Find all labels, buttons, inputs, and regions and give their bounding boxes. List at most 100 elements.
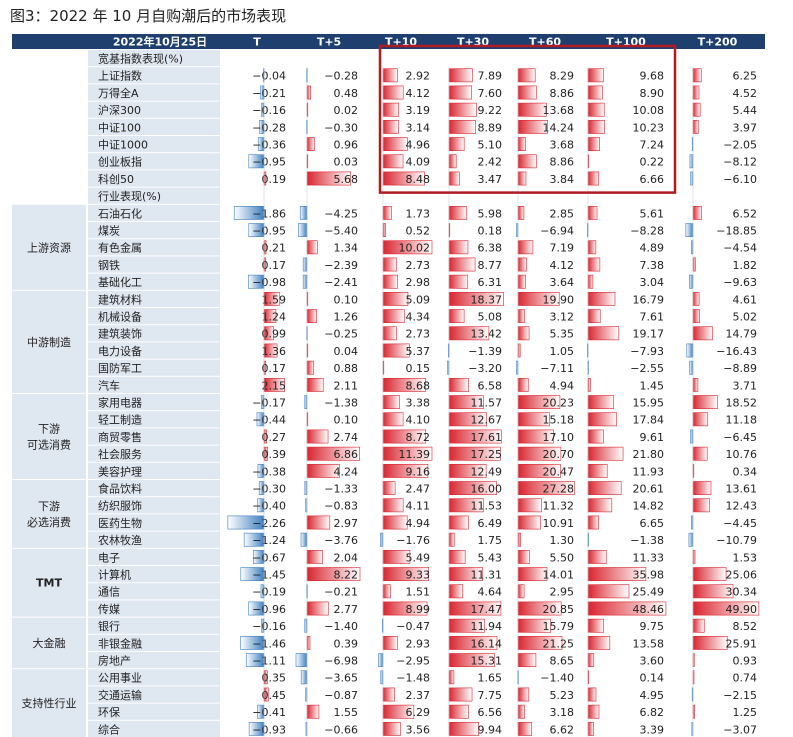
data-value: −0.30 [324, 121, 358, 134]
data-bar [692, 102, 701, 117]
data-bar [448, 721, 479, 736]
data-value: 16.14 [471, 637, 503, 650]
data-bar [306, 515, 331, 530]
data-value: 49.90 [726, 603, 758, 616]
data-value: 2.93 [406, 637, 431, 650]
data-value: 9.16 [406, 465, 431, 478]
data-value: 8.77 [478, 259, 503, 272]
data-value: 0.17 [262, 362, 287, 375]
data-bar [692, 395, 718, 409]
data-value: −4.54 [723, 242, 757, 255]
data-bar [692, 257, 696, 272]
row-label: 环保 [98, 705, 120, 719]
data-value: 3.64 [550, 276, 575, 289]
data-value: −8.89 [723, 362, 757, 375]
data-value: 17.25 [471, 448, 503, 461]
data-value: 13.68 [543, 104, 575, 117]
data-value: 4.10 [406, 414, 431, 427]
data-value: 7.60 [478, 87, 503, 100]
data-value: 6.38 [478, 242, 503, 255]
data-value: 10.91 [543, 517, 575, 530]
data-value: 6.66 [640, 173, 665, 186]
row-label-bg [88, 325, 220, 342]
row-label-bg [88, 290, 220, 307]
data-value: −2.41 [324, 276, 358, 289]
data-bar [306, 549, 323, 564]
data-bar [382, 412, 404, 427]
data-bar [382, 309, 405, 323]
data-bar [304, 481, 308, 495]
data-value: −2.05 [723, 139, 757, 152]
data-bar [587, 102, 605, 117]
data-bar [689, 360, 694, 375]
data-bar [517, 704, 525, 719]
data-value: 9.75 [640, 620, 665, 633]
data-value: 0.03 [334, 156, 359, 169]
data-value: 2.77 [334, 603, 359, 616]
row-label-bg [88, 222, 220, 239]
data-value: 15.31 [471, 655, 503, 668]
data-bar [382, 120, 399, 134]
data-value: 13.58 [633, 637, 665, 650]
data-bar [692, 481, 712, 495]
data-bar [448, 309, 465, 323]
data-value: −9.63 [723, 276, 757, 289]
row-label-bg [88, 652, 220, 669]
data-bar [517, 498, 542, 513]
row-label: 建筑装饰 [98, 327, 142, 341]
data-value: 6.56 [478, 706, 503, 719]
data-value: 5.23 [550, 689, 575, 702]
data-bar [587, 584, 630, 599]
data-value: 19.17 [633, 328, 665, 341]
data-value: 5.50 [550, 551, 575, 564]
row-label-bg [88, 703, 220, 720]
data-bar [587, 171, 600, 186]
data-bar [692, 326, 713, 341]
data-value: 6.31 [478, 276, 503, 289]
data-bar [517, 343, 521, 358]
data-bar [689, 274, 694, 289]
data-bar [448, 549, 466, 564]
data-value: 5.61 [640, 207, 665, 220]
data-bar [692, 549, 696, 564]
data-bar [587, 120, 605, 134]
data-bar [587, 412, 617, 427]
data-value: 11.31 [471, 569, 503, 582]
data-value: −5.40 [324, 225, 358, 238]
row-label-bg [88, 669, 220, 686]
data-bar [517, 326, 530, 341]
data-value: 4.89 [640, 242, 665, 255]
data-bar [306, 704, 320, 719]
data-value: −2.26 [252, 517, 286, 530]
group-label: TMT [36, 577, 62, 590]
data-value: −0.04 [252, 70, 286, 83]
data-value: −0.67 [252, 551, 286, 564]
data-bar [306, 240, 318, 255]
data-bar [587, 395, 614, 409]
data-value: 0.45 [262, 689, 287, 702]
data-value: 2.95 [550, 586, 575, 599]
row-label-bg [88, 720, 220, 737]
data-value: −0.28 [252, 121, 286, 134]
data-value: −2.15 [723, 689, 757, 702]
data-value: 7.24 [640, 139, 665, 152]
data-value: 0.88 [334, 362, 359, 375]
data-value: 9.61 [640, 431, 665, 444]
data-value: 0.34 [733, 465, 758, 478]
data-value: 4.34 [406, 311, 431, 324]
row-label: 商贸零售 [98, 430, 142, 444]
data-bar [382, 481, 396, 495]
data-bar [378, 653, 384, 667]
data-bar [587, 257, 601, 272]
data-value: 3.18 [550, 706, 575, 719]
data-value: 48.46 [633, 603, 665, 616]
row-label: 轻工制造 [98, 413, 142, 427]
data-value: 30.34 [726, 586, 758, 599]
data-bar [587, 309, 601, 323]
data-bar [302, 257, 308, 272]
data-value: 7.75 [478, 689, 503, 702]
data-value: 4.64 [478, 586, 503, 599]
data-value: 4.12 [550, 259, 575, 272]
data-bar [517, 584, 525, 599]
data-value: 8.22 [334, 569, 359, 582]
